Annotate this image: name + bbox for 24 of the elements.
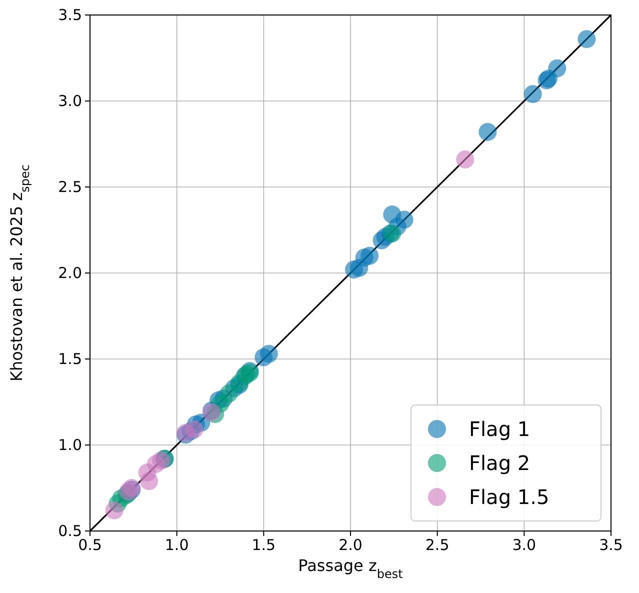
legend-label: Flag 2 (469, 451, 530, 475)
y-tick-label: 1.0 (58, 436, 82, 454)
point (578, 30, 596, 48)
x-tick-label: 1.0 (164, 536, 189, 554)
x-tick-label: 2.0 (338, 536, 362, 554)
legend-label: Flag 1.5 (469, 485, 550, 509)
y-tick-label: 3.0 (58, 92, 82, 110)
x-tick-label: 1.5 (252, 536, 276, 554)
x-tick-label: 3.5 (599, 536, 623, 554)
point (254, 348, 273, 366)
y-tick-label: 1.5 (58, 350, 82, 368)
point (456, 150, 474, 168)
point (524, 85, 542, 104)
y-tick-label: 2.5 (58, 178, 82, 196)
point (478, 122, 497, 141)
point (105, 501, 124, 520)
x-tick-label: 3.0 (512, 536, 536, 554)
y-tick-label: 2.0 (58, 264, 82, 282)
legend-label: Flag 1 (469, 417, 530, 441)
x-tick-label: 2.5 (425, 536, 450, 554)
point (344, 260, 363, 279)
y-tick-label: 3.5 (58, 6, 82, 24)
x-axis-title: Passage z$_{best}$ (298, 556, 404, 581)
point (140, 472, 158, 490)
